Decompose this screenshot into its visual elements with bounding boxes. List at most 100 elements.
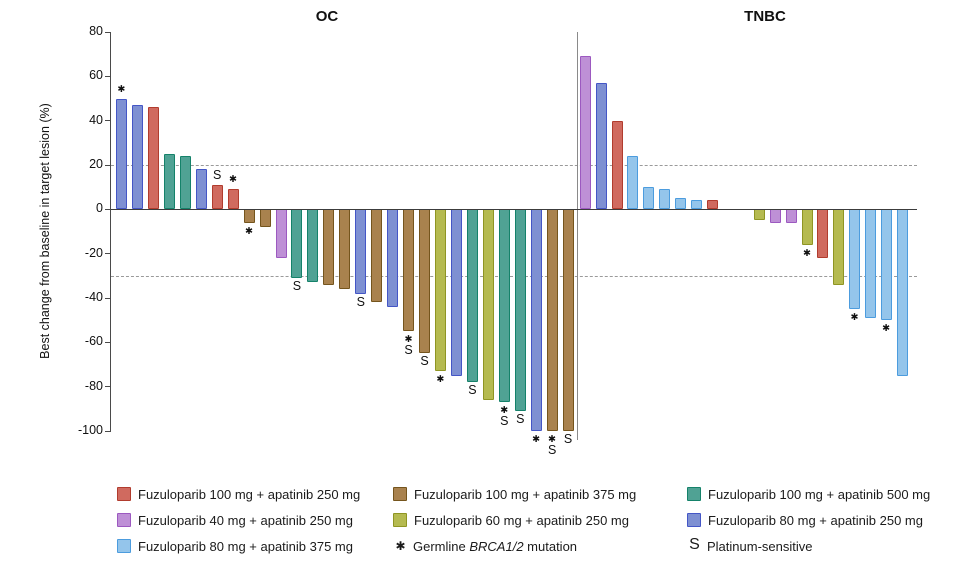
platinum-sensitive-mark: S: [563, 432, 573, 446]
platinum-sensitive-mark: S: [356, 294, 365, 309]
legend-label: Fuzuloparib 100 mg + apatinib 500 mg: [708, 486, 931, 502]
bar-tnbc-18: [849, 209, 861, 310]
bar-oc-7: [211, 184, 223, 210]
bar-annotation: S: [415, 355, 434, 368]
bar-tnbc-4: [627, 156, 639, 210]
bar-oc-15: [339, 209, 351, 290]
bar-tnbc-21: [896, 209, 908, 376]
y-axis-tick: [105, 341, 111, 344]
legend-label: Germline BRCA1/2 mutation: [413, 538, 578, 554]
legend-item: Fuzuloparib 100 mg + apatinib 375 mg: [393, 484, 687, 504]
bar-tnbc-6: [659, 189, 671, 210]
bar-annotation: S: [463, 384, 482, 397]
bar-annotation: ✱: [798, 248, 817, 259]
bar-tnbc-19: [864, 209, 876, 318]
bar-tnbc-5: [643, 187, 655, 210]
legend-swatch-blueviolet: [687, 513, 701, 527]
bar-annotation: ✱ S: [399, 334, 418, 356]
bar-annotation: ✱ S: [495, 405, 514, 427]
legend-item: Fuzuloparib 80 mg + apatinib 250 mg: [687, 510, 930, 530]
brca-mutation-mark: ✱: [803, 247, 812, 259]
bar-oc-1: [116, 98, 127, 210]
brca-mutation-mark: ✱: [404, 334, 413, 346]
bar-annotation: ✱: [431, 374, 450, 385]
y-axis-tick-label: -60: [84, 334, 103, 349]
legend-item: Fuzuloparib 100 mg + apatinib 500 mg: [687, 484, 930, 504]
bar-oc-25: [498, 209, 510, 403]
bar-oc-17: [371, 209, 383, 303]
legend-item: S Platinum-sensitive: [687, 536, 930, 556]
platinum-sensitive-mark: S: [213, 167, 222, 182]
panel-title-oc: OC: [315, 8, 339, 25]
brca-mutation-mark: ✱: [245, 225, 254, 237]
plot-area: 80 60 40 20 0 -20 -40 -60 -80 -100 ✱ S ✱ ✱ S S ✱ S S ✱ S ✱ S S ✱…: [78, 24, 917, 456]
bar-oc-8: [227, 189, 239, 210]
bar-annotation: ✱ S: [543, 434, 562, 456]
legend-swatch-yellow: [393, 513, 407, 527]
bar-annotation: ✱: [845, 312, 864, 323]
bar-oc-24: [482, 209, 494, 400]
legend-swatch-teal: [687, 487, 701, 501]
bar-annotation: ✱: [527, 434, 546, 445]
brca-mutation-mark: ✱: [229, 174, 238, 186]
bar-oc-22: [450, 209, 462, 376]
bar-oc-26: [514, 209, 526, 412]
bar-tnbc-17: [833, 209, 845, 285]
bar-oc-29: [562, 209, 574, 431]
bar-oc-9: [243, 209, 255, 223]
panel-separator: [577, 32, 578, 440]
legend-label: Fuzuloparib 80 mg + apatinib 375 mg: [138, 538, 353, 554]
brca-mutation-mark: ✱: [850, 312, 859, 324]
reference-line--30: [111, 275, 917, 277]
brca-mutation-mark: ✱: [117, 83, 126, 95]
brca-mutation-mark: ✱: [532, 434, 541, 445]
brca-mutation-mark: ✱: [548, 434, 557, 445]
legend-label: Fuzuloparib 60 mg + apatinib 250 mg: [414, 512, 629, 528]
platinum-sensitive-mark: S: [292, 279, 302, 294]
bar-oc-21: [435, 209, 446, 372]
bar-oc-11: [275, 209, 287, 259]
bar-oc-4: [163, 153, 175, 210]
y-axis-tick-label: -40: [84, 290, 103, 304]
bar-oc-3: [147, 107, 159, 210]
y-axis-title: Best change from baseline in target lesi…: [38, 103, 52, 359]
bar-oc-2: [131, 105, 143, 210]
y-axis-tick: [105, 120, 111, 122]
bar-tnbc-14: [785, 209, 797, 223]
x-axis-zero-line: [111, 208, 917, 211]
bar-tnbc-15: [801, 209, 813, 245]
legend-label: Fuzuloparib 80 mg + apatinib 250 mg: [708, 512, 923, 528]
platinum-sensitive-mark: S: [547, 443, 557, 457]
y-axis-tick: [105, 75, 111, 78]
legend-label: Fuzuloparib 100 mg + apatinib 375 mg: [414, 486, 637, 502]
legend-swatch-purple: [117, 513, 131, 527]
bar-annotation: S: [287, 279, 306, 294]
bar-annotation: ✱: [224, 174, 243, 185]
y-axis-tick: [105, 253, 111, 255]
legend-item: Fuzuloparib 80 mg + apatinib 375 mg: [117, 536, 393, 556]
y-axis-tick-label: 40: [89, 112, 103, 127]
bar-oc-10: [259, 209, 271, 228]
y-axis-tick: [105, 31, 111, 33]
legend-label: Fuzuloparib 40 mg + apatinib 250 mg: [138, 512, 353, 528]
bar-oc-12: [291, 209, 303, 279]
legend-item: Fuzuloparib 40 mg + apatinib 250 mg: [117, 510, 393, 530]
platinum-sensitive-mark: S: [500, 414, 509, 429]
legend-item: Fuzuloparib 60 mg + apatinib 250 mg: [393, 510, 687, 530]
bar-oc-14: [323, 209, 335, 285]
platinum-sensitive-mark: S: [404, 343, 413, 358]
y-axis-line: [110, 32, 112, 431]
legend-item: ✱ Germline BRCA1/2 mutation: [393, 536, 687, 556]
platinum-sensitive-mark: S: [516, 412, 525, 427]
y-axis-tick-label: 0: [96, 201, 103, 216]
bar-annotation: S: [208, 167, 227, 182]
bar-oc-16: [355, 209, 367, 294]
y-axis-tick-label: 60: [89, 68, 103, 83]
bar-oc-23: [466, 209, 478, 383]
legend-swatch-brown: [393, 487, 407, 501]
bar-annotation: ✱: [877, 323, 896, 334]
legend-swatch-red: [117, 487, 131, 501]
bar-oc-28: [546, 209, 558, 431]
y-axis-tick: [105, 297, 111, 299]
